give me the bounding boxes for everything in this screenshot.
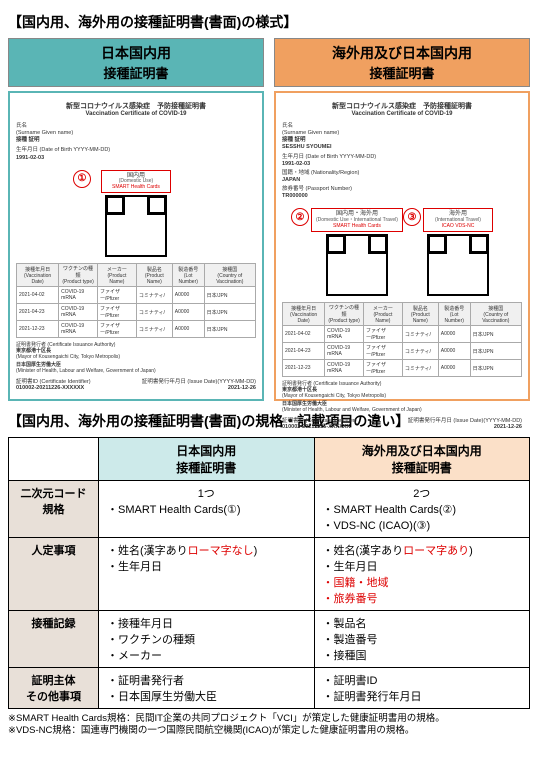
cmp-cell: 製品名 製造番号 接種国 bbox=[314, 611, 530, 668]
cmp-blank bbox=[9, 438, 99, 481]
header-line2: 接種証明書 bbox=[275, 63, 529, 82]
qr-label: 国内用・海外用 (Domestic Use・International Trav… bbox=[311, 208, 403, 232]
cert-footer: 証明書ID (Certificate Identifier) 010002-20… bbox=[16, 377, 256, 391]
personal-info: 氏名 (Surname Given name) 接種 証明 SESSHU SYO… bbox=[282, 123, 522, 200]
cert-domestic-header: 日本国内用 接種証明書 bbox=[8, 38, 264, 87]
issuer-block: 証明書発行者 (Certificate Issuance Authority) … bbox=[282, 381, 522, 413]
qr-label: 国内用 (Domestic Use) SMART Health Cards bbox=[101, 170, 171, 194]
marker-2: ② bbox=[291, 208, 309, 226]
note-1: ※SMART Health Cards規格：民間IT企業の共同プロジェクト「VC… bbox=[8, 713, 530, 725]
cmp-col1-header: 日本国内用 接種証明書 bbox=[99, 438, 315, 481]
cmp-cell: 姓名(漢字ありローマ字あり) 生年月日 国籍・地域 旅券番号 bbox=[314, 538, 530, 611]
certificates-row: 日本国内用 接種証明書 新型コロナウイルス感染症 予防接種証明書 Vaccina… bbox=[8, 38, 530, 401]
cert-domestic-body: 新型コロナウイルス感染症 予防接種証明書 Vaccination Certifi… bbox=[8, 91, 264, 401]
note-2: ※VDS-NC規格：国連専門機関の一つ国際民間航空機関(ICAO)が策定した健康… bbox=[8, 725, 530, 737]
cert-footer: 証明書ID (Certificate Identifier) 010002-20… bbox=[282, 416, 522, 430]
cmp-cell: 接種年月日 ワクチンの種類 メーカー bbox=[99, 611, 315, 668]
cmp-row-header: 人定事項 bbox=[9, 538, 99, 611]
cmp-row-vaccination: 接種記録 接種年月日 ワクチンの種類 メーカー 製品名 製造番号 接種国 bbox=[9, 611, 530, 668]
cmp-cell: 1つ SMART Health Cards(①) bbox=[99, 481, 315, 538]
cert-domestic: 日本国内用 接種証明書 新型コロナウイルス感染症 予防接種証明書 Vaccina… bbox=[8, 38, 264, 401]
personal-info: 氏名 (Surname Given name) 接種 証明 生年月日 (Date… bbox=[16, 123, 256, 162]
cert-overseas: 海外用及び日本国内用 接種証明書 新型コロナウイルス感染症 予防接種証明書 Va… bbox=[274, 38, 530, 401]
qr-unit-domestic: ① 国内用 (Domestic Use) SMART Health Cards bbox=[101, 170, 171, 258]
qr-code-icon bbox=[427, 234, 489, 296]
cmp-col2-header: 海外用及び日本国内用 接種証明書 bbox=[314, 438, 530, 481]
qr-area: ② 国内用・海外用 (Domestic Use・International Tr… bbox=[282, 208, 522, 296]
cmp-row-personal: 人定事項 姓名(漢字ありローマ字なし) 生年月日 姓名(漢字ありローマ字あり) … bbox=[9, 538, 530, 611]
cmp-row-header: 二次元コード 規格 bbox=[9, 481, 99, 538]
section1-title: 【国内用、海外用の接種証明書(書面)の様式】 bbox=[8, 12, 530, 32]
vaccination-table: 接種年月日 (Vaccination Date)ワクチンの種類 (Product… bbox=[16, 263, 256, 338]
header-line2: 接種証明書 bbox=[9, 63, 263, 82]
qr-unit-3: ③ 海外用 (International Travel) ICAO VDS-NC bbox=[423, 208, 493, 296]
comparison-table: 日本国内用 接種証明書 海外用及び日本国内用 接種証明書 二次元コード 規格 1… bbox=[8, 437, 530, 709]
header-line1: 海外用及び日本国内用 bbox=[332, 45, 472, 61]
issuer-block: 証明書発行者 (Certificate Issuance Authority) … bbox=[16, 342, 256, 374]
qr-area: ① 国内用 (Domestic Use) SMART Health Cards bbox=[16, 170, 256, 258]
vaccination-table: 接種年月日 (Vaccination Date)ワクチンの種類 (Product… bbox=[282, 302, 522, 377]
doc-title: 新型コロナウイルス感染症 予防接種証明書 Vaccination Certifi… bbox=[282, 101, 522, 117]
cmp-cell: 2つ SMART Health Cards(②) VDS-NC (ICAO)(③… bbox=[314, 481, 530, 538]
marker-3: ③ bbox=[403, 208, 421, 226]
doc-title: 新型コロナウイルス感染症 予防接種証明書 Vaccination Certifi… bbox=[16, 101, 256, 117]
cmp-cell: 証明書ID 証明書発行年月日 bbox=[314, 668, 530, 709]
cmp-row-header: 接種記録 bbox=[9, 611, 99, 668]
cmp-cell: 姓名(漢字ありローマ字なし) 生年月日 bbox=[99, 538, 315, 611]
cmp-row-other: 証明主体 その他事項 証明書発行者 日本国厚生労働大臣 証明書ID 証明書発行年… bbox=[9, 668, 530, 709]
cert-overseas-header: 海外用及び日本国内用 接種証明書 bbox=[274, 38, 530, 87]
marker-1: ① bbox=[73, 170, 91, 188]
qr-label: 海外用 (International Travel) ICAO VDS-NC bbox=[423, 208, 493, 232]
cmp-row-qr: 二次元コード 規格 1つ SMART Health Cards(①) 2つ SM… bbox=[9, 481, 530, 538]
qr-unit-2: ② 国内用・海外用 (Domestic Use・International Tr… bbox=[311, 208, 403, 296]
cmp-row-header: 証明主体 その他事項 bbox=[9, 668, 99, 709]
qr-code-icon bbox=[326, 234, 388, 296]
qr-code-icon bbox=[105, 195, 167, 257]
footnotes: ※SMART Health Cards規格：民間IT企業の共同プロジェクト「VC… bbox=[8, 713, 530, 738]
header-line1: 日本国内用 bbox=[101, 45, 171, 61]
cmp-cell: 証明書発行者 日本国厚生労働大臣 bbox=[99, 668, 315, 709]
cert-overseas-body: 新型コロナウイルス感染症 予防接種証明書 Vaccination Certifi… bbox=[274, 91, 530, 401]
